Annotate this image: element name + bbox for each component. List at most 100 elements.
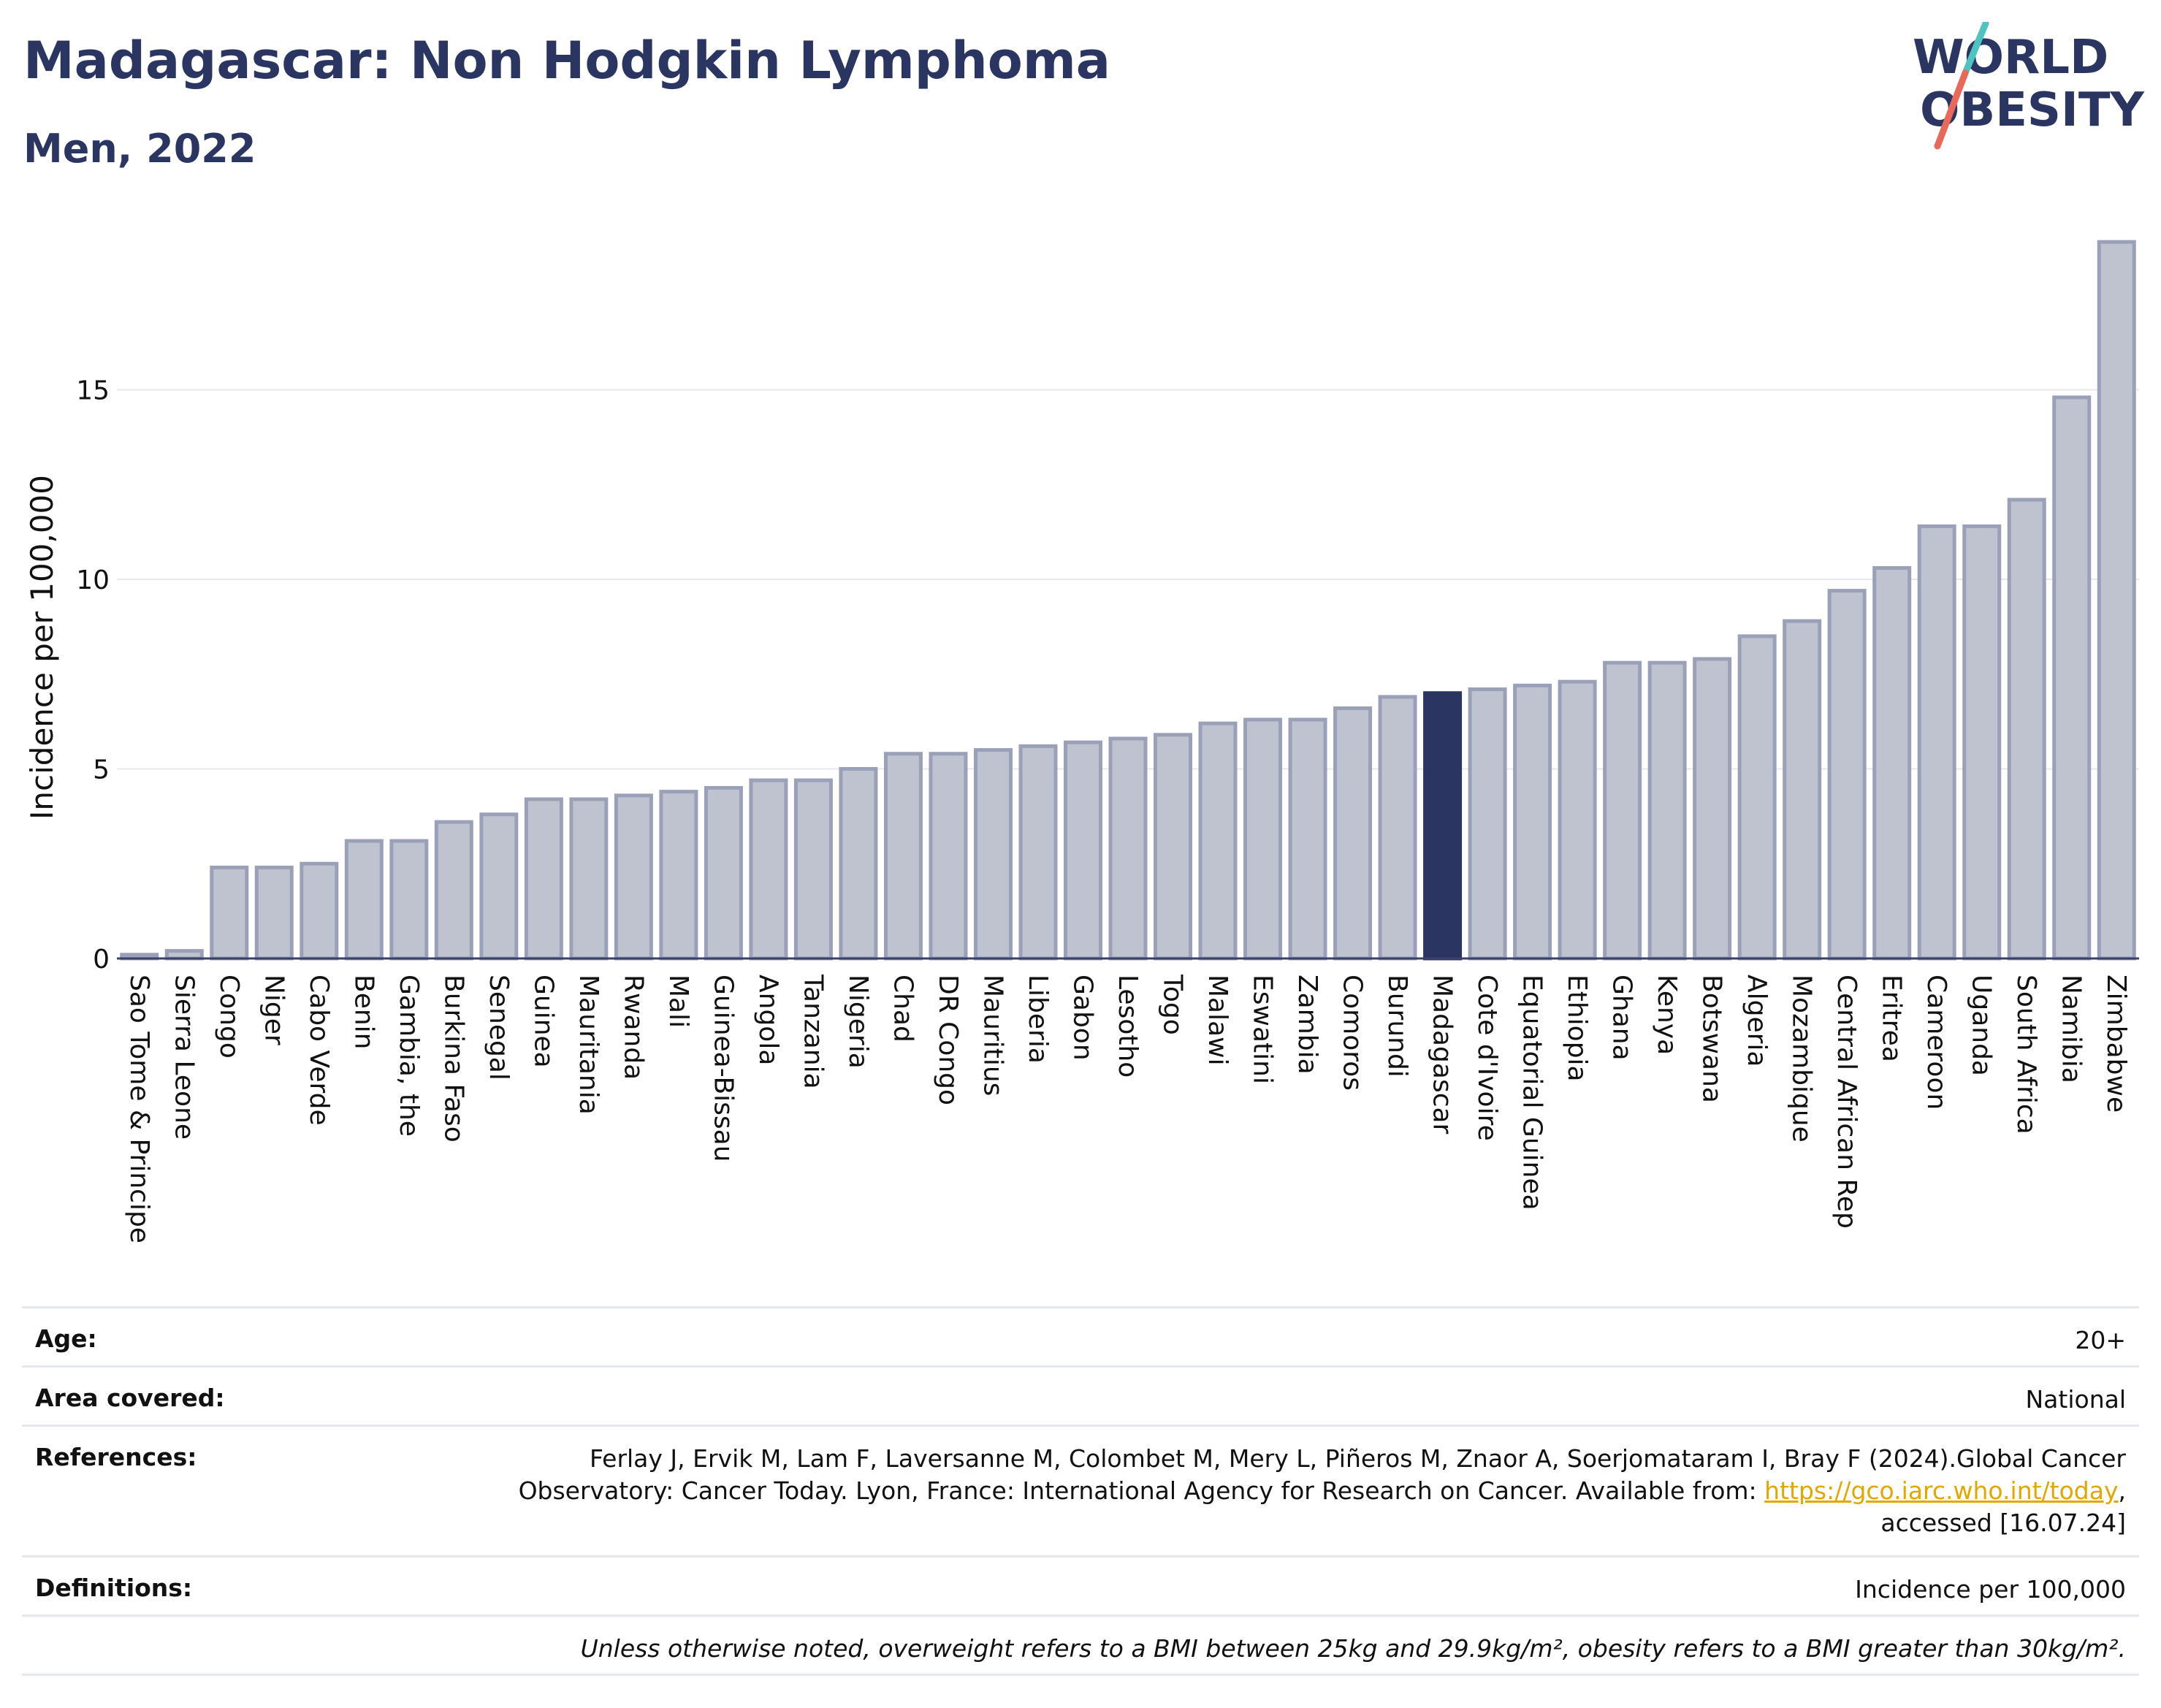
bar-chad — [883, 752, 923, 961]
bar-gabon — [1063, 740, 1102, 961]
x-tick-label: Mauritania — [573, 975, 603, 1115]
bar-zambia — [1288, 717, 1327, 961]
x-tick-label: Eswatini — [1248, 975, 1278, 1084]
x-tick-label: Mali — [663, 975, 693, 1028]
bar-central-african-rep — [1827, 589, 1867, 961]
world-obesity-logo: WORLD OBESITY — [1913, 22, 2144, 150]
bar-congo — [210, 865, 249, 961]
bar-tanzania — [793, 778, 833, 961]
bar-zimbabwe — [2097, 240, 2136, 961]
references-line2-end: , — [2118, 1476, 2127, 1505]
meta-row-note: Unless otherwise noted, overweight refer… — [22, 1614, 2139, 1676]
x-tick-label: Togo — [1158, 974, 1188, 1035]
x-tick-label: Mozambique — [1787, 975, 1817, 1143]
x-axis-labels: Sao Tome & Principe Sierra Leone Congo Nige… — [124, 974, 2131, 1243]
x-tick-label: Guinea — [528, 975, 558, 1068]
bar-cameroon — [1917, 524, 1956, 961]
bar-benin — [344, 839, 384, 961]
bar-burkina-faso — [434, 820, 473, 961]
bar-guinea-bissau — [704, 785, 743, 961]
references-line2: Observatory: Cancer Today. Lyon, France:… — [518, 1476, 1765, 1505]
age-label: Age: — [35, 1324, 97, 1353]
bmi-note: Unless otherwise noted, overweight refer… — [580, 1634, 2126, 1663]
bar-senegal — [479, 812, 519, 961]
x-tick-label: Burundi — [1382, 975, 1412, 1078]
x-tick-label: Congo — [214, 975, 244, 1059]
bar-mauritania — [569, 797, 609, 961]
bar-equatorial-guinea — [1513, 683, 1552, 961]
bar-guinea — [524, 797, 563, 961]
bar-cabo-verde — [300, 861, 339, 961]
x-tick-label: Cote d'Ivoire — [1472, 975, 1502, 1141]
bar-rwanda — [614, 793, 653, 961]
x-tick-label: Burkina Faso — [438, 975, 468, 1143]
references-value: Ferlay J, Ervik M, Lam F, Laversanne M, … — [519, 1443, 2126, 1539]
x-tick-label: Mauritius — [977, 975, 1007, 1096]
references-line1: Ferlay J, Ervik M, Lam F, Laversanne M, … — [589, 1444, 2126, 1473]
x-tick-label: Zimbabwe — [2101, 975, 2131, 1113]
bar-uganda — [1962, 524, 2002, 961]
page-title: Madagascar: Non Hodgkin Lymphoma — [23, 31, 1111, 91]
x-tick-label: DR Congo — [933, 975, 963, 1105]
x-tick-label: Malawi — [1203, 975, 1232, 1066]
definitions-label: Definitions: — [35, 1574, 193, 1602]
bar-liberia — [1018, 744, 1058, 961]
x-tick-label: Ethiopia — [1562, 975, 1592, 1082]
bar-burundi — [1378, 695, 1417, 961]
x-tick-label: Gabon — [1067, 975, 1097, 1061]
bar-eritrea — [1872, 565, 1912, 961]
bar-gambia-the — [389, 839, 429, 961]
bar-algeria — [1737, 634, 1777, 961]
x-tick-label: Cabo Verde — [304, 975, 334, 1126]
x-tick-label: Tanzania — [798, 974, 828, 1089]
x-tick-label: Central African Rep — [1832, 975, 1861, 1229]
logo-line1: WORLD — [1913, 31, 2108, 85]
bars — [120, 240, 2136, 961]
bar-lesotho — [1108, 736, 1148, 961]
x-tick-label: Niger — [259, 975, 289, 1045]
bar-mauritius — [973, 748, 1013, 961]
x-tick-label: Eritrea — [1877, 975, 1907, 1062]
meta-row-definitions: Definitions: Incidence per 100,000 — [22, 1555, 2139, 1614]
meta-row-age: Age: 20+ — [22, 1306, 2139, 1365]
x-tick-label: South Africa — [2011, 975, 2041, 1135]
bar-namibia — [2052, 395, 2092, 961]
x-tick-label: Liberia — [1023, 975, 1053, 1064]
y-axis-label: Incidence per 100,000 — [24, 475, 60, 820]
bar-cote-d-ivoire — [1468, 687, 1507, 961]
references-label: References: — [35, 1443, 197, 1471]
bar-ghana — [1603, 660, 1642, 961]
x-tick-label: Equatorial Guinea — [1517, 975, 1547, 1211]
x-tick-label: Gambia, the — [394, 975, 424, 1137]
bar-south-africa — [2007, 497, 2046, 961]
y-tick-label: 0 — [93, 945, 110, 975]
x-tick-label: Kenya — [1652, 975, 1682, 1055]
bar-madagascar — [1423, 691, 1463, 961]
y-axis-ticks: 0 5 10 15 — [76, 376, 110, 975]
x-tick-label: Rwanda — [618, 975, 648, 1080]
x-tick-label: Angola — [753, 975, 783, 1065]
bar-malawi — [1198, 721, 1238, 961]
bar-togo — [1154, 733, 1193, 961]
bar-comoros — [1333, 706, 1373, 961]
x-tick-label: Uganda — [1967, 975, 1997, 1076]
y-tick-label: 15 — [76, 376, 110, 406]
bar-ethiopia — [1558, 679, 1597, 961]
references-link[interactable]: https://gco.iarc.who.int/today — [1764, 1476, 2119, 1505]
x-tick-label: Sao Tome & Principe — [124, 975, 154, 1243]
x-tick-label: Ghana — [1607, 975, 1637, 1061]
area-value: National — [2025, 1385, 2126, 1414]
logo-slash-bottom — [1934, 69, 1969, 150]
x-tick-label: Lesotho — [1113, 975, 1143, 1078]
x-tick-label: Botswana — [1697, 975, 1727, 1103]
x-tick-label: Senegal — [484, 975, 514, 1080]
bar-angola — [749, 778, 788, 961]
y-tick-label: 10 — [76, 565, 110, 595]
logo-slash-top — [1962, 22, 1989, 77]
bar-nigeria — [839, 767, 878, 961]
definitions-value: Incidence per 100,000 — [1855, 1575, 2126, 1604]
bar-eswatini — [1243, 717, 1283, 961]
bar-mozambique — [1783, 619, 1822, 961]
x-tick-label: Zambia — [1292, 975, 1322, 1075]
x-tick-label: Chad — [888, 975, 918, 1042]
